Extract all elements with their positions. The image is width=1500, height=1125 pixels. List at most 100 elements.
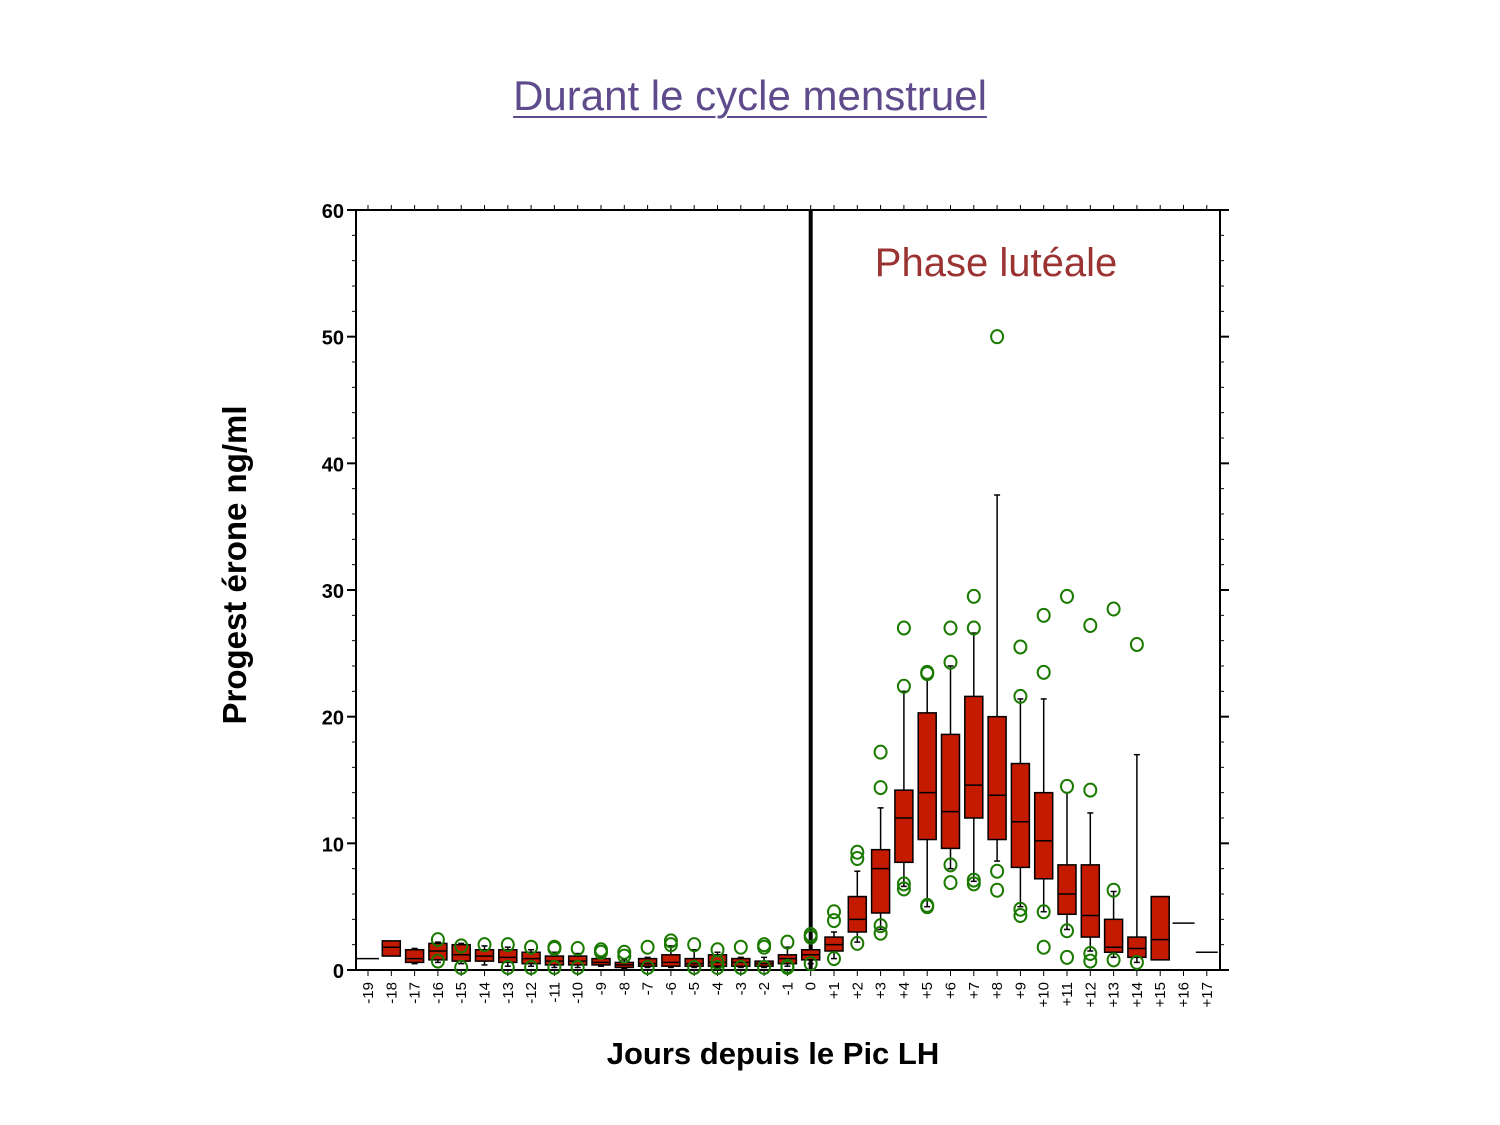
outlier-point: [990, 329, 1005, 345]
x-tick-label: +1: [826, 982, 843, 999]
outlier-point: [943, 875, 958, 891]
x-tick-label: +5: [919, 982, 936, 999]
outlier-point: [920, 664, 935, 680]
x-tick-label: +8: [989, 982, 1006, 999]
outlier-point: [687, 937, 702, 953]
box-iqr: [917, 712, 937, 841]
outlier-point: [803, 927, 818, 943]
outlier-point: [570, 940, 585, 956]
y-tick-label: 0: [333, 961, 344, 983]
x-tick-label: +17: [1199, 982, 1216, 1007]
box-iqr: [847, 895, 868, 933]
box-iqr: [1127, 936, 1147, 959]
box-iqr: [964, 695, 984, 819]
outlier-point: [1083, 617, 1098, 633]
outlier-point: [1036, 904, 1051, 920]
outlier-point: [757, 937, 772, 953]
outlier-point: [966, 588, 981, 604]
outlier-point: [547, 939, 562, 955]
x-tick-label: -3: [733, 982, 750, 995]
outlier-point: [1129, 954, 1144, 970]
x-tick-label: -11: [546, 982, 563, 1003]
outlier-point: [943, 620, 958, 636]
outlier-point: [733, 959, 748, 975]
y-tick-label: 50: [322, 328, 344, 350]
box-iqr: [1057, 864, 1077, 916]
y-tick-label: 10: [322, 834, 344, 856]
outlier-point: [896, 620, 911, 636]
outlier-point: [663, 933, 678, 949]
outlier-point: [710, 942, 725, 958]
outlier-point: [430, 932, 445, 948]
outlier-point: [687, 959, 702, 975]
outlier-point: [454, 959, 469, 975]
outlier-point: [920, 897, 935, 913]
outlier-point: [873, 918, 888, 934]
outlier-point: [990, 863, 1005, 879]
outlier-point: [873, 780, 888, 796]
x-tick-label: -8: [616, 982, 633, 995]
x-tick-label: -14: [477, 982, 494, 1004]
x-tick-label: -13: [500, 982, 517, 1004]
x-tick-label: -5: [686, 982, 703, 995]
x-tick-label: +12: [1082, 982, 1099, 1007]
box-iqr: [1033, 791, 1054, 880]
outlier-point: [966, 872, 981, 888]
x-axis-label: Jours depuis le Pic LH: [607, 1036, 939, 1071]
x-tick-label: +7: [966, 982, 983, 999]
x-tick-label: +10: [1036, 982, 1053, 1007]
box-iqr: [498, 948, 518, 964]
outlier-point: [640, 939, 655, 955]
box-iqr: [870, 848, 891, 914]
x-tick-label: +6: [943, 982, 960, 999]
x-tick-label: +9: [1012, 982, 1029, 999]
box-iqr: [1150, 895, 1170, 961]
box-iqr: [661, 954, 681, 967]
outlier-point: [850, 935, 865, 951]
outlier-point: [1083, 953, 1098, 969]
outlier-point: [943, 654, 958, 670]
outlier-point: [1013, 901, 1028, 917]
outlier-point: [803, 956, 818, 972]
outlier-point: [943, 857, 958, 873]
slide-title-text: Durant le cycle menstruel: [513, 72, 987, 119]
box-iqr: [894, 789, 914, 864]
phase-luteale-annotation: Phase lutéale: [875, 241, 1117, 285]
x-tick-label: +13: [1106, 982, 1123, 1007]
outlier-point: [733, 939, 748, 955]
box-iqr: [1103, 918, 1124, 954]
outlier-point: [873, 744, 888, 760]
box-iqr: [637, 957, 658, 967]
outlier-point: [966, 620, 981, 636]
outlier-point: [850, 851, 865, 867]
y-tick-label: 60: [322, 201, 344, 223]
outlier-point: [1060, 778, 1074, 794]
y-axis-label: Progest érone ng/ml: [216, 405, 253, 724]
outlier-point: [1013, 639, 1028, 655]
x-tick-label: -18: [383, 982, 400, 1004]
x-tick-label: -16: [430, 982, 447, 1004]
outlier-point: [617, 944, 632, 960]
y-tick-label: 40: [322, 454, 344, 476]
outlier-point: [1013, 908, 1028, 924]
x-tick-label: -1: [779, 982, 796, 995]
box-iqr: [940, 733, 961, 850]
outlier-point: [1106, 601, 1121, 617]
box-iqr: [987, 715, 1007, 841]
x-tick-label: +15: [1152, 982, 1169, 1007]
outlier-point: [896, 876, 911, 892]
x-tick-label: -15: [453, 982, 470, 1004]
outlier-point: [896, 881, 911, 897]
plot-area: 0 10 20 30 40 50 60 -19 -18 -17 -16 -15 -14 -13 -12 -11…: [322, 201, 1229, 1007]
x-tick-label: 0: [803, 982, 820, 990]
outlier-point: [500, 937, 515, 953]
slide-title: Durant le cycle menstruel: [0, 72, 1500, 120]
outlier-point: [500, 959, 515, 975]
outlier-point: [710, 959, 725, 975]
outlier-point: [990, 882, 1005, 898]
x-tick-label: -9: [593, 982, 610, 995]
outlier-point: [640, 959, 655, 975]
x-tick-label: +4: [896, 982, 913, 999]
outlier-point: [780, 958, 795, 974]
